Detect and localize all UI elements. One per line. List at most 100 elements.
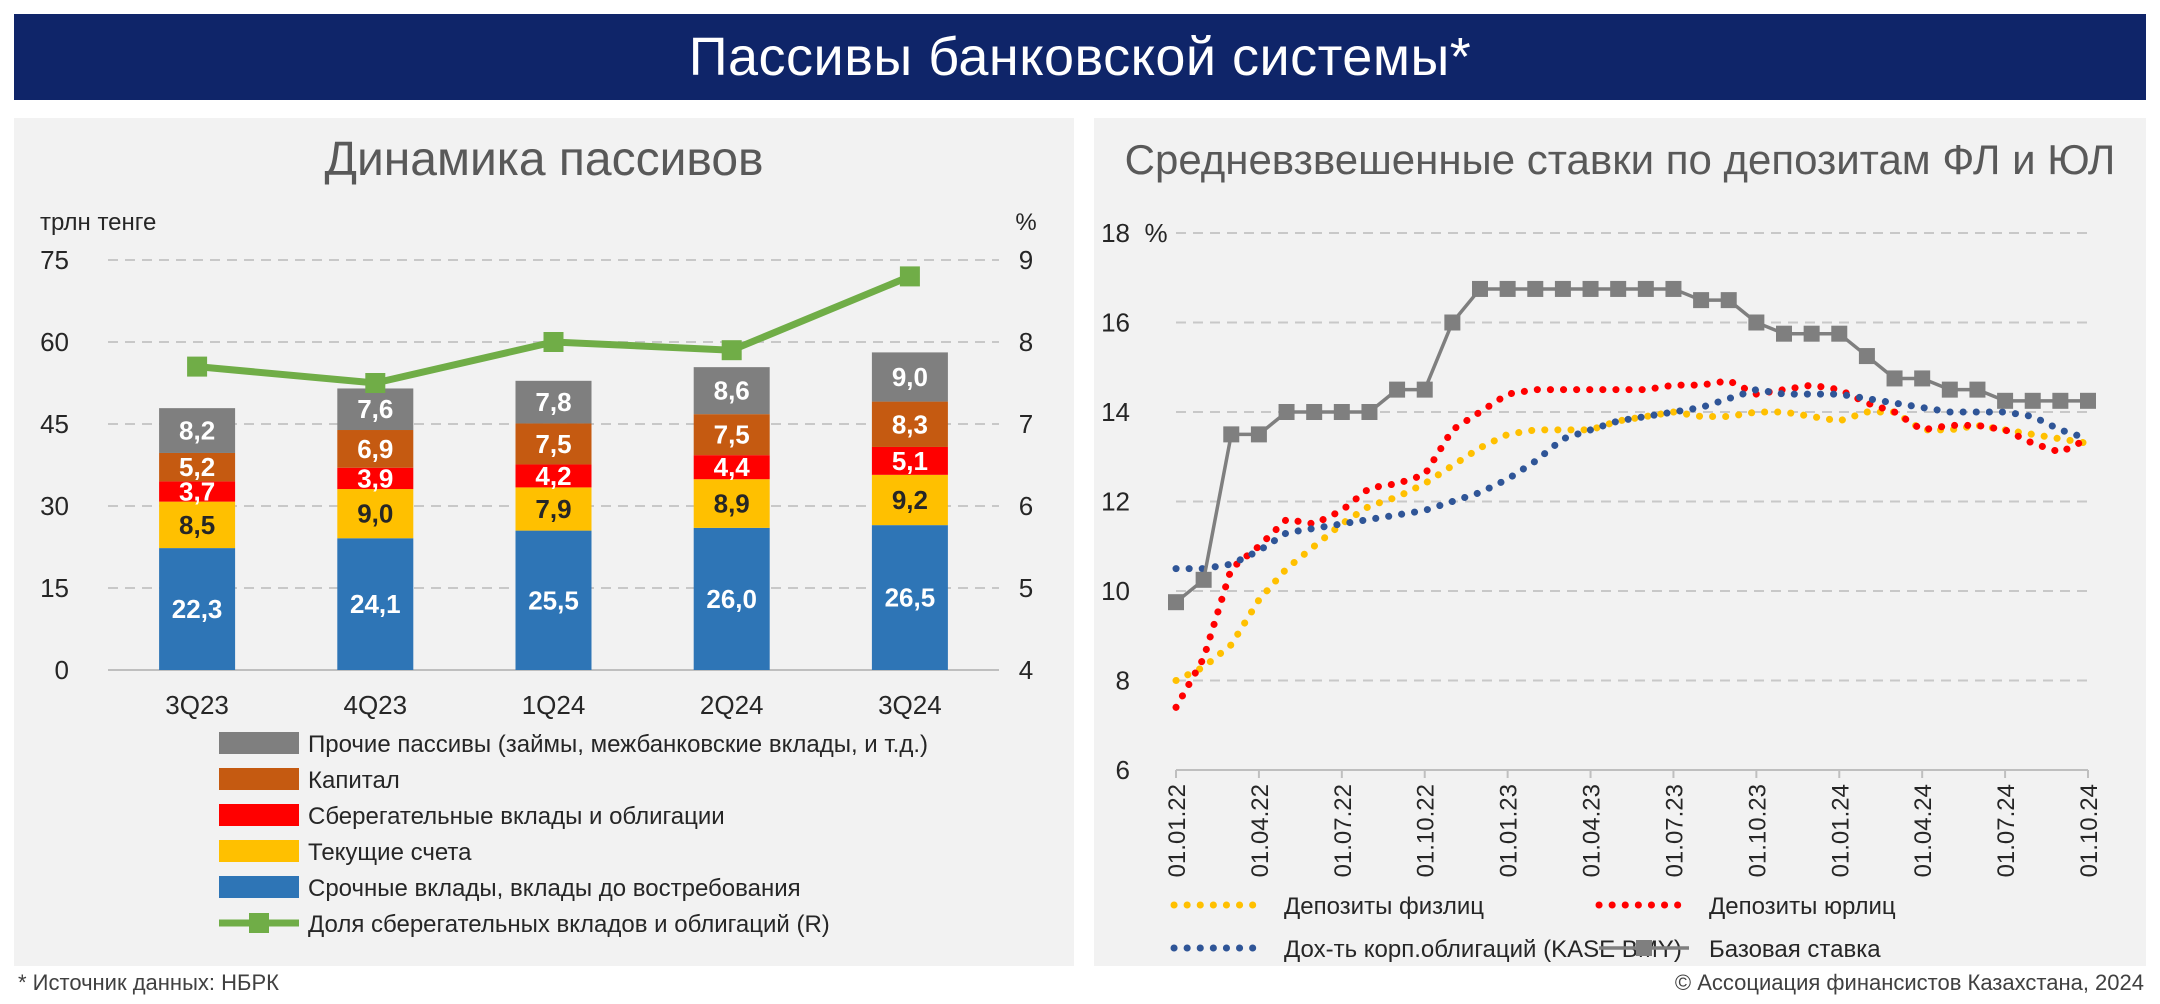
line-point (1333, 404, 1350, 420)
y-tick-label: 14 (1101, 397, 1130, 427)
y-tick-label: 8 (1116, 666, 1130, 696)
x-tick-label: 01.07.23 (1661, 784, 1688, 877)
legend-label: Сберегательные вклады и облигации (308, 803, 725, 830)
line-point (1610, 280, 1627, 297)
legend-label: Прочие пассивы (займы, межбанковские вкл… (308, 731, 928, 758)
rates-chart: 6 8 10 12 14 16 18 % 01.01.22 01.04.22 01.07.22 01.… (1101, 218, 2103, 963)
bar-data-label: 9,0 (357, 499, 393, 529)
bar-segment (515, 423, 592, 465)
y-tick-label: 30 (40, 491, 69, 521)
bar-data-label: 8,5 (179, 510, 215, 540)
line-point (1389, 381, 1406, 398)
line-point (1776, 325, 1792, 342)
line-point (1886, 370, 1903, 387)
line-point (1361, 404, 1378, 420)
bar-data-label: 22,3 (172, 594, 223, 624)
y2-tick-label: 9 (1019, 245, 1033, 275)
line-point (1499, 280, 1516, 297)
legend-label: Депозиты физлиц (1284, 893, 1484, 920)
x-tick-label: 01.01.23 (1496, 784, 1523, 877)
x-tick-label: 4Q23 (343, 690, 407, 720)
bar-data-label: 7,5 (535, 429, 571, 459)
line-point (1195, 571, 1212, 588)
y-tick-label: 10 (1101, 576, 1130, 606)
bar-segment (337, 467, 414, 490)
legend-swatch (219, 804, 299, 826)
bar-segment (159, 408, 236, 453)
bar-data-label: 26,0 (706, 584, 757, 614)
y-tick-label: 6 (1116, 755, 1130, 785)
bar-segment (693, 367, 770, 415)
line-series (1172, 408, 2092, 684)
bar-data-label: 4,4 (714, 452, 751, 482)
bar-segment (693, 479, 770, 528)
line-point (2052, 392, 2069, 409)
bar-data-label: 7,5 (714, 420, 750, 450)
legend-swatch (219, 768, 299, 790)
liabilities-chart: трлн тенге %0153045607545678922,38,53,75,… (40, 209, 1037, 938)
bar-data-label: 7,6 (357, 394, 393, 424)
line-point (1554, 280, 1571, 297)
y-tick-label: 60 (40, 327, 69, 357)
x-tick-label: 01.07.22 (1330, 784, 1357, 877)
bar-segment (871, 525, 948, 670)
y2-axis-label: % (1015, 209, 1036, 236)
line-point (2024, 392, 2041, 409)
bar-data-label: 8,3 (892, 409, 928, 439)
bar-data-label: 9,0 (892, 362, 928, 392)
y-tick-label: 0 (55, 655, 69, 685)
line-point (1472, 280, 1488, 297)
x-tick-label: 01.01.22 (1164, 784, 1191, 877)
bar-segment (337, 388, 414, 431)
bar-data-label: 5,1 (892, 446, 928, 476)
legend-label: Базовая ставка (1709, 936, 1881, 963)
line-point (1444, 314, 1461, 331)
line-point (1858, 348, 1875, 365)
line-point (1250, 426, 1267, 443)
copyright-note: © Ассоциация финансистов Казахстана, 202… (1674, 970, 2144, 995)
y2-tick-label: 8 (1019, 327, 1033, 357)
page-banner: Пассивы банковской системы* (14, 14, 2146, 100)
y2-tick-label: 7 (1019, 409, 1033, 439)
line-point (1748, 314, 1765, 331)
bar-data-label: 3,9 (357, 463, 393, 493)
bar-data-label: 9,2 (892, 485, 928, 515)
legend-label: Капитал (308, 767, 400, 794)
legend-swatch-marker (249, 913, 269, 933)
line-point (1637, 280, 1654, 297)
bar-segment (871, 401, 948, 447)
line-series-share (196, 273, 912, 387)
line-point (1803, 325, 1820, 342)
line-point (1665, 280, 1682, 297)
x-tick-label: 01.10.23 (1744, 784, 1771, 877)
y-tick-label: 15 (40, 573, 69, 603)
line-point (1223, 426, 1240, 443)
bar-segment (159, 481, 236, 502)
bar-data-label: 25,5 (528, 585, 579, 615)
bar-data-label: 26,5 (885, 583, 936, 613)
bar-segment (337, 538, 414, 670)
bar-segment (515, 530, 592, 670)
y2-tick-label: 5 (1019, 573, 1033, 603)
line-point (1914, 370, 1931, 387)
x-tick-label: 01.10.24 (2076, 784, 2103, 877)
x-tick-label: 01.01.24 (1827, 784, 1854, 877)
line-point (1306, 404, 1323, 420)
bar-segment (159, 501, 236, 549)
x-tick-label: 1Q24 (522, 690, 586, 720)
bar-data-label: 4,2 (535, 461, 571, 491)
line-point (1997, 392, 2014, 409)
bar-data-label: 3,7 (179, 477, 215, 507)
line-point (1941, 381, 1958, 398)
line-point (187, 356, 208, 377)
liabilities-chart-panel: Динамика пассивов трлн тенге% 0 15 30 45 60 75… (14, 118, 1074, 966)
banner-title: Пассивы банковской системы* (688, 27, 1472, 87)
y-tick-label: 16 (1101, 308, 1130, 338)
bar-segment (871, 474, 948, 526)
x-tick-label: 01.04.22 (1247, 784, 1274, 877)
x-tick-label: 01.07.24 (1993, 784, 2020, 877)
line-point (1168, 594, 1184, 611)
bar-segment (515, 464, 592, 488)
line-point (2080, 392, 2096, 409)
y2-tick-label: 4 (1019, 655, 1033, 685)
